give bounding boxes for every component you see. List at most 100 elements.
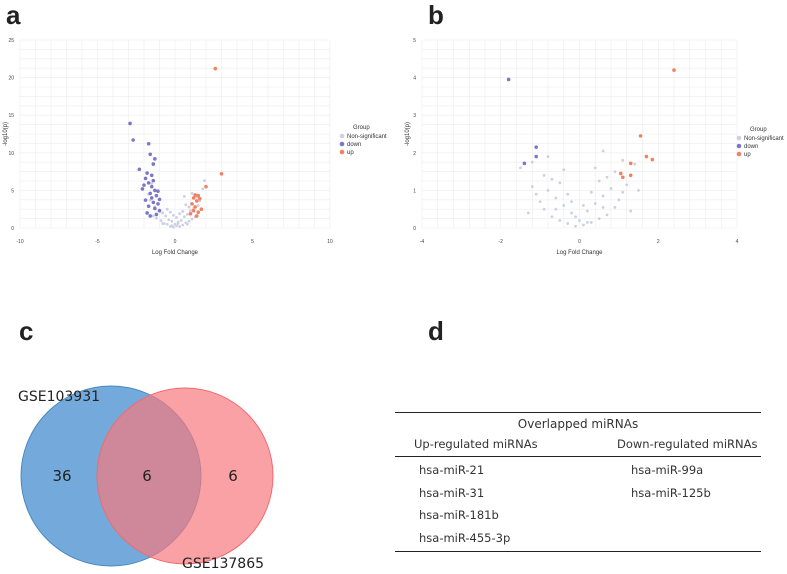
data-point-non-significant (550, 177, 554, 181)
data-point-non-significant (165, 207, 169, 211)
data-point-up (198, 196, 202, 201)
data-point-non-significant (566, 192, 570, 196)
data-point-up (196, 193, 201, 198)
data-point-non-significant (186, 222, 189, 226)
x-tick-label: 4 (736, 239, 739, 245)
data-point-non-significant (585, 220, 589, 224)
y-tick-label: 3 (413, 113, 416, 119)
venn-overlap-count: 6 (142, 467, 152, 485)
data-point-non-significant (168, 210, 172, 214)
data-point-non-significant (165, 222, 169, 226)
data-point-non-significant (184, 203, 188, 207)
table-cell-up: hsa-miR-181b (419, 508, 499, 522)
x-tick-label: -10 (16, 239, 23, 245)
data-point-down (148, 152, 152, 157)
x-tick-label: -2 (499, 239, 504, 245)
data-point-up (621, 175, 625, 180)
data-point-non-significant (181, 223, 185, 227)
data-point-down (148, 191, 152, 196)
data-point-non-significant (593, 202, 597, 205)
data-point-down (142, 183, 146, 187)
data-point-down (131, 138, 135, 142)
data-point-up (219, 172, 224, 176)
panel-label-b: b (428, 0, 444, 30)
data-point-non-significant (589, 190, 593, 194)
data-point-non-significant (574, 224, 577, 228)
data-point-non-significant (178, 225, 182, 228)
data-point-non-significant (578, 219, 581, 222)
header-up-regulated: Up-regulated miRNAs (414, 437, 538, 451)
table-caption: Overlapped miRNAs (517, 417, 639, 431)
data-point-non-significant (526, 211, 530, 215)
x-tick-label: 10 (327, 239, 333, 245)
legend-entry: Non-significant (744, 136, 784, 142)
data-point-non-significant (597, 217, 601, 221)
venn-right-label: GSE137865 (182, 556, 264, 572)
panel-label-a: a (6, 0, 21, 30)
data-point-non-significant (633, 162, 637, 166)
x-axis-label: Log Fold Change (152, 250, 199, 256)
venn-right-count: 6 (228, 467, 238, 485)
legend-marker (339, 149, 345, 155)
data-point-non-significant (637, 189, 640, 192)
data-point-up (194, 199, 199, 203)
y-tick-label: 20 (8, 76, 14, 82)
data-point-non-significant (558, 181, 562, 185)
data-point-down (151, 178, 156, 183)
data-point-non-significant (582, 223, 585, 227)
data-point-non-significant (597, 179, 601, 183)
data-point-non-significant (179, 219, 183, 222)
data-point-non-significant (175, 216, 178, 219)
y-tick-label: 15 (8, 113, 14, 119)
data-point-up (191, 196, 196, 200)
y-tick-label: 5 (11, 188, 14, 194)
data-point-up (204, 184, 208, 189)
data-point-non-significant (181, 210, 185, 213)
data-point-non-significant (546, 189, 550, 192)
data-point-non-significant (609, 187, 613, 190)
data-point-non-significant (155, 216, 158, 220)
data-point-non-significant (562, 204, 566, 207)
data-point-non-significant (601, 194, 605, 198)
data-point-non-significant (601, 205, 605, 209)
data-point-down (148, 214, 152, 218)
data-point-non-significant (605, 175, 609, 179)
data-point-down (154, 193, 159, 198)
data-point-non-significant (621, 158, 625, 162)
data-point-non-significant (601, 149, 605, 153)
data-point-non-significant (542, 207, 546, 211)
data-point-non-significant (187, 219, 191, 223)
data-point-non-significant (182, 195, 186, 198)
data-point-non-significant (613, 205, 617, 209)
data-point-down (153, 206, 157, 211)
data-point-down (151, 200, 156, 205)
data-point-non-significant (170, 219, 174, 223)
data-point-non-significant (519, 166, 522, 170)
data-point-down (149, 173, 154, 178)
data-point-non-significant (542, 173, 546, 177)
table-cell-up: hsa-miR-21 (419, 463, 485, 477)
venn-diagram: GSE103931 GSE137865 36 6 6 (18, 385, 274, 572)
data-point-non-significant (196, 204, 200, 207)
x-axis-label: Log Fold Change (556, 250, 603, 256)
data-point-down (145, 171, 149, 175)
table-cell-down: hsa-miR-99a (631, 463, 704, 477)
data-point-non-significant (170, 224, 174, 228)
data-point-up (188, 211, 193, 216)
y-tick-label: 0 (11, 226, 14, 232)
data-point-non-significant (182, 215, 186, 219)
data-point-non-significant (164, 214, 168, 218)
x-tick-label: 0 (174, 239, 177, 245)
data-point-down (143, 198, 148, 202)
legend-marker (736, 135, 742, 141)
overlapped-mirna-table: Overlapped miRNAs Up-regulated miRNAs Do… (395, 412, 761, 552)
data-point-non-significant (159, 219, 163, 222)
data-point-non-significant (178, 212, 182, 216)
legend-entry: down (347, 142, 361, 148)
y-tick-label: 10 (8, 151, 14, 157)
data-point-non-significant (558, 219, 562, 222)
panel-label-d: d (428, 316, 444, 346)
data-point-non-significant (172, 213, 175, 217)
data-point-non-significant (589, 220, 593, 224)
